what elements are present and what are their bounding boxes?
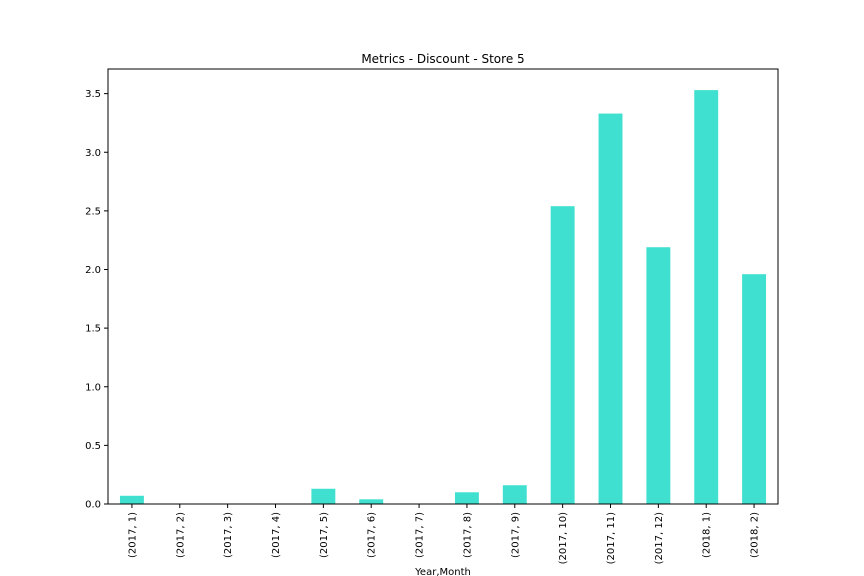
x-tick-label: (2017, 9) (510, 512, 521, 558)
x-tick-label: (2017, 5) (319, 512, 330, 558)
bar-13 (694, 90, 719, 505)
x-tick-label: (2017, 10) (558, 512, 569, 564)
x-tick-label: (2017, 4) (271, 512, 282, 558)
x-tick-label: (2018, 1) (702, 512, 713, 558)
bar-11 (598, 113, 623, 504)
bars-group (119, 90, 767, 505)
bar-12 (646, 247, 671, 504)
y-tick-label: 3.5 (85, 89, 101, 100)
x-tick-label: (2017, 7) (415, 512, 426, 558)
x-tick-label: (2017, 3) (223, 512, 234, 558)
bar-9 (502, 485, 527, 504)
x-tick-label: (2017, 11) (606, 512, 617, 564)
x-axis: (2017, 1) (2017, 2) (2017, 3) (2017, 4) (201… (127, 504, 761, 564)
y-tick-label: 3.0 (85, 148, 101, 159)
bar-14 (742, 274, 767, 504)
bar-8 (454, 492, 479, 504)
y-tick-label: 2.5 (85, 206, 101, 217)
y-tick-label: 2.0 (85, 265, 101, 276)
x-tick-label: (2017, 2) (175, 512, 186, 558)
bar-5 (311, 488, 336, 504)
bar-1 (119, 495, 144, 504)
x-tick-label: (2018, 2) (750, 512, 761, 558)
x-tick-label: (2017, 6) (367, 512, 378, 558)
x-axis-label: Year,Month (414, 567, 471, 576)
y-tick-label: 0.5 (85, 441, 101, 452)
y-tick-label: 1.0 (85, 382, 101, 393)
bar-10 (550, 206, 575, 504)
chart-title: Metrics - Discount - Store 5 (361, 52, 524, 66)
x-tick-label: (2017, 8) (462, 512, 473, 558)
y-tick-label: 0.0 (85, 500, 101, 511)
x-tick-label: (2017, 1) (127, 512, 138, 558)
x-tick-label: (2017, 12) (654, 512, 665, 564)
y-axis: 0.0 0.5 1.0 1.5 2.0 2.5 3.0 3.5 (85, 89, 108, 511)
y-tick-label: 1.5 (85, 324, 101, 335)
plot-frame (107, 68, 779, 505)
bar-6 (359, 499, 384, 504)
